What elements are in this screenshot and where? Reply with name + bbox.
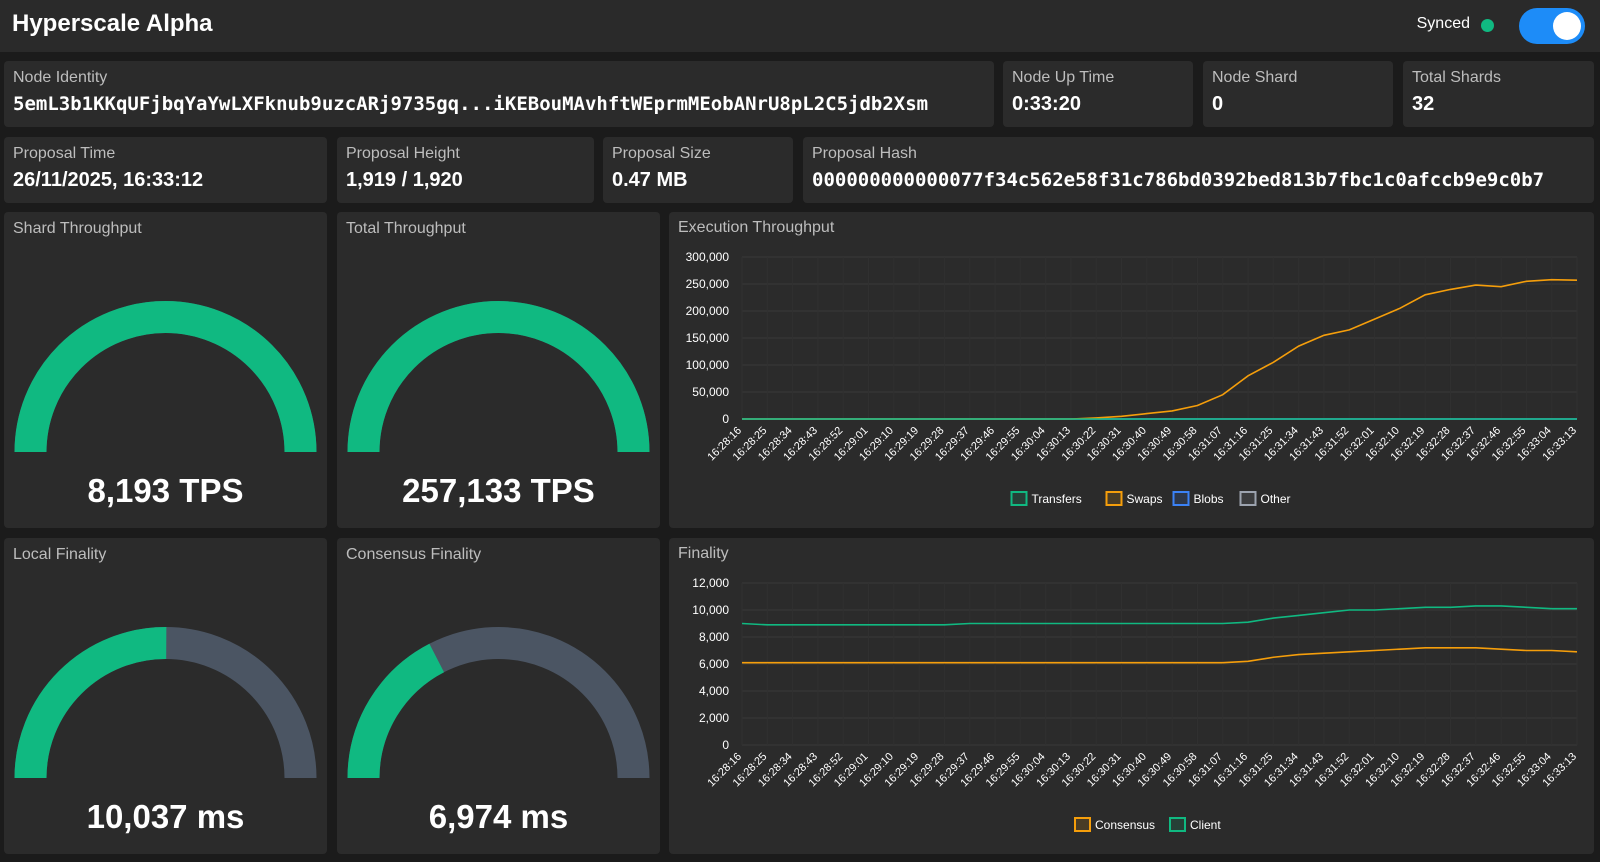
chart-card: Execution Throughput 0 50,000 100,000 150,00… — [669, 212, 1594, 528]
info-card: Proposal Height 1,919 / 1,920 — [337, 137, 594, 203]
status-dot — [1481, 19, 1494, 32]
series-line — [742, 647, 1578, 664]
legend-label: Other — [1261, 492, 1291, 506]
gauge-fill — [347, 643, 445, 779]
chart-title: Finality — [678, 545, 729, 562]
chart: Finality 0 2,000 4,000 6,000 8,000 10,000 12,00… — [678, 545, 1579, 832]
card-value: 0 — [1212, 93, 1224, 115]
gauge-card: Total Throughput 257,133 TPS — [337, 212, 660, 528]
y-tick-label: 0 — [722, 738, 729, 752]
toggle-switch[interactable] — [1519, 8, 1585, 44]
legend-swatch — [1239, 491, 1257, 506]
gauge-fill — [14, 301, 317, 453]
chart-title: Execution Throughput — [678, 219, 835, 236]
gauge-fill — [14, 627, 167, 779]
legend-swatch — [1105, 491, 1123, 506]
info-card: Proposal Hash 000000000000077f34c562e58f3… — [803, 137, 1594, 203]
card-value: 0:33:20 — [1012, 93, 1081, 115]
card-label: Proposal Height — [346, 145, 460, 162]
gauge-card: Local Finality 10,037 ms — [4, 538, 327, 854]
y-tick-label: 200,000 — [686, 304, 730, 318]
gauge-card: Consensus Finality 6,974 ms — [337, 538, 660, 854]
legend-label: Client — [1190, 818, 1221, 832]
card-label: Node Up Time — [1012, 69, 1115, 86]
gauge-card: Shard Throughput 8,193 TPS — [4, 212, 327, 528]
gauge: 257,133 TPS — [347, 301, 650, 509]
gauge-title: Shard Throughput — [13, 220, 142, 237]
info-card: Total Shards 32 — [1403, 61, 1594, 127]
gauge-value: 8,193 TPS — [88, 472, 244, 509]
card-value: 000000000000077f34c562e58f31c786bd0392be… — [812, 169, 1545, 191]
gauge-value: 257,133 TPS — [402, 472, 595, 509]
gauge: 10,037 ms — [14, 627, 317, 835]
card-value: 1,919 / 1,920 — [346, 169, 463, 191]
app-title: Hyperscale Alpha — [12, 10, 213, 37]
info-card: Node Shard 0 — [1203, 61, 1393, 127]
card-value: 32 — [1412, 93, 1435, 115]
legend-swatch — [1172, 491, 1190, 506]
toggle-knob — [1553, 12, 1581, 40]
y-tick-label: 12,000 — [692, 576, 729, 590]
card-label: Node Shard — [1212, 69, 1298, 86]
legend-swatch — [1010, 491, 1028, 506]
card-label: Total Shards — [1412, 69, 1501, 86]
y-tick-label: 6,000 — [699, 657, 729, 671]
gauge: 8,193 TPS — [14, 301, 317, 509]
header-bar — [0, 0, 1600, 52]
gauge-value: 10,037 ms — [87, 798, 245, 835]
info-card: Node Identity 5emL3b1KKqUFjbqYaYwLXFknub9… — [4, 61, 994, 127]
series-line — [741, 605, 1577, 626]
legend-label: Transfers — [1032, 492, 1082, 506]
sync-status: Synced — [1416, 15, 1470, 32]
y-tick-label: 4,000 — [699, 684, 729, 698]
info-card: Proposal Time 26/11/2025, 16:33:12 — [4, 137, 327, 203]
legend-label: Swaps — [1127, 492, 1163, 506]
info-card: Node Up Time 0:33:20 — [1003, 61, 1193, 127]
y-tick-label: 10,000 — [692, 603, 729, 617]
y-tick-label: 300,000 — [686, 250, 730, 264]
card-label: Node Identity — [13, 69, 108, 86]
legend-swatch — [1169, 817, 1186, 832]
y-tick-label: 8,000 — [699, 630, 729, 644]
y-tick-label: 250,000 — [686, 277, 730, 291]
legend-label: Blobs — [1194, 492, 1224, 506]
card-label: Proposal Size — [612, 145, 711, 162]
gauge-title: Total Throughput — [346, 220, 466, 237]
gauge-title: Consensus Finality — [346, 546, 482, 563]
y-tick-label: 2,000 — [699, 711, 729, 725]
legend-swatch — [1074, 817, 1091, 832]
chart-card: Finality 0 2,000 4,000 6,000 8,000 10,000 12,00… — [669, 538, 1594, 854]
card-value: 26/11/2025, 16:33:12 — [13, 169, 204, 191]
gauge-title: Local Finality — [13, 546, 107, 563]
card-label: Proposal Time — [13, 145, 116, 162]
y-tick-label: 0 — [722, 412, 729, 426]
series-line — [742, 278, 1578, 420]
legend-label: Consensus — [1095, 818, 1155, 832]
card-label: Proposal Hash — [812, 145, 917, 162]
chart: Execution Throughput 0 50,000 100,000 150,00… — [678, 219, 1579, 506]
card-value: 0.47 MB — [612, 169, 688, 191]
gauge-value: 6,974 ms — [429, 798, 568, 835]
y-tick-label: 150,000 — [686, 331, 730, 345]
card-value: 5emL3b1KKqUFjbqYaYwLXFknub9uzcARj9735gq.… — [13, 93, 929, 115]
gauge: 6,974 ms — [347, 627, 650, 835]
info-card: Proposal Size 0.47 MB — [603, 137, 793, 203]
gauge-fill — [347, 301, 650, 453]
y-tick-label: 100,000 — [686, 358, 730, 372]
y-tick-label: 50,000 — [692, 385, 729, 399]
